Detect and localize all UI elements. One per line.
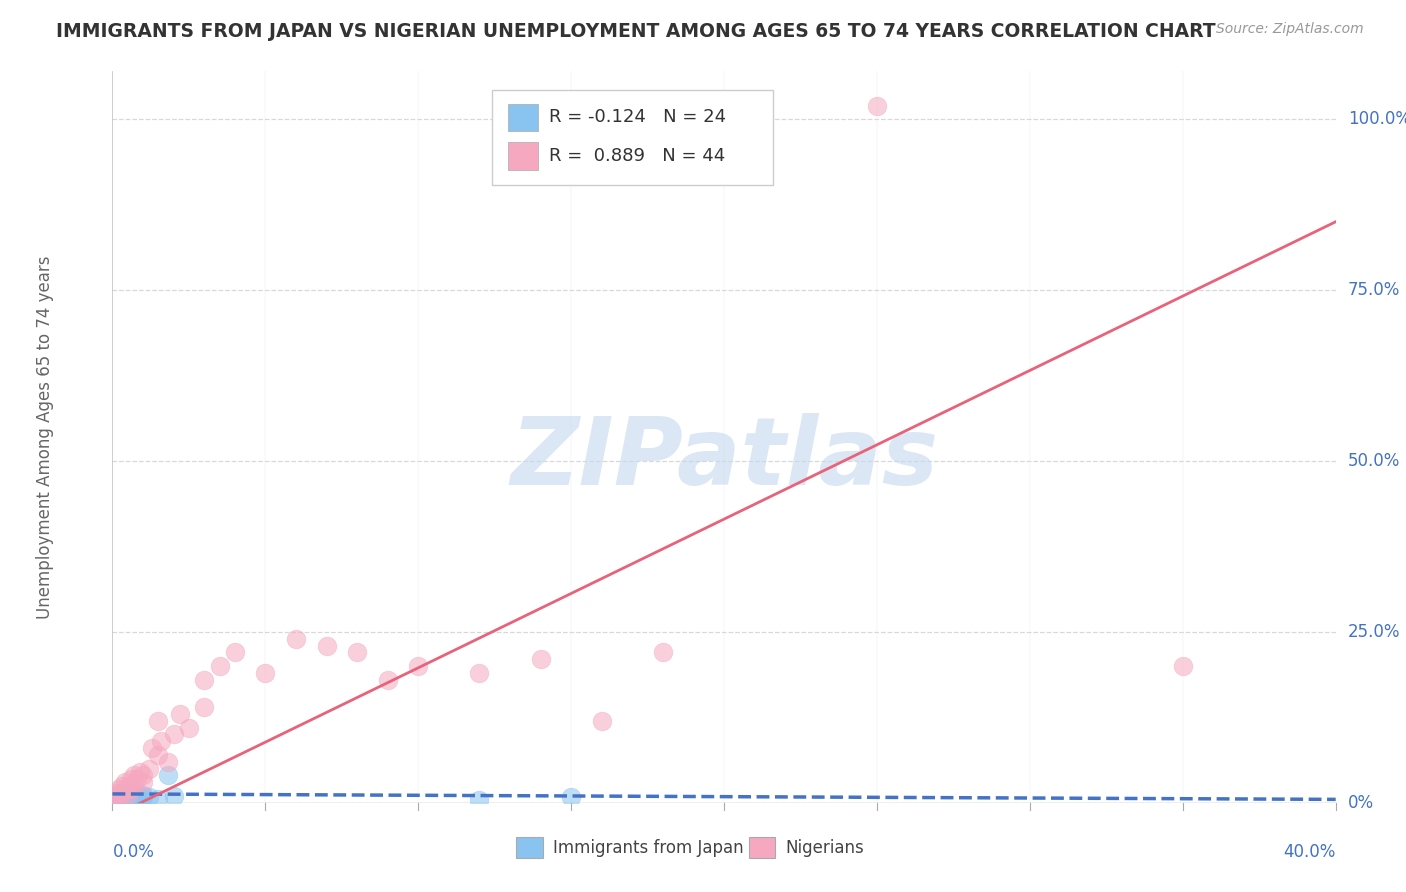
Point (141, 741, 163, 756)
Point (120, 772, 142, 786)
Point (104, 786, 127, 800)
Text: Immigrants from Japan: Immigrants from Japan (553, 839, 744, 857)
Point (156, 768, 179, 782)
Point (132, 788, 155, 802)
Point (138, 762, 160, 776)
Point (120, 790, 142, 805)
Point (468, 793, 491, 807)
Point (111, 789, 134, 804)
FancyBboxPatch shape (508, 103, 538, 131)
Point (120, 782, 142, 797)
Point (105, 789, 128, 803)
Text: 100.0%: 100.0% (1348, 111, 1406, 128)
Point (114, 775, 136, 789)
Point (111, 786, 134, 800)
Point (156, 755, 179, 769)
Point (346, 645, 368, 659)
Point (193, 673, 215, 687)
Point (163, 727, 186, 741)
Point (530, 652, 553, 666)
Point (107, 790, 129, 805)
Point (114, 783, 136, 797)
Text: IMMIGRANTS FROM JAPAN VS NIGERIAN UNEMPLOYMENT AMONG AGES 65 TO 74 YEARS CORRELA: IMMIGRANTS FROM JAPAN VS NIGERIAN UNEMPL… (56, 22, 1216, 41)
Point (129, 791, 152, 805)
FancyBboxPatch shape (492, 90, 773, 185)
Point (125, 789, 148, 803)
Point (284, 632, 308, 646)
Point (132, 789, 155, 804)
Point (377, 673, 399, 687)
Point (408, 659, 430, 673)
Point (591, 714, 613, 728)
Point (254, 665, 277, 680)
Point (103, 792, 125, 806)
Text: 25.0%: 25.0% (1348, 623, 1400, 641)
Point (148, 747, 170, 762)
Text: 0%: 0% (1348, 794, 1374, 812)
Point (169, 706, 191, 721)
Text: 0.0%: 0.0% (112, 843, 155, 861)
Point (468, 665, 491, 680)
Text: 75.0%: 75.0% (1348, 281, 1400, 299)
Point (125, 772, 148, 786)
Point (208, 659, 231, 673)
Text: Source: ZipAtlas.com: Source: ZipAtlas.com (1216, 22, 1364, 37)
Point (122, 777, 145, 791)
Point (107, 782, 129, 797)
Point (148, 714, 170, 728)
Point (150, 734, 173, 748)
FancyBboxPatch shape (516, 838, 543, 858)
FancyBboxPatch shape (508, 143, 538, 170)
Point (122, 792, 145, 806)
Point (104, 789, 127, 803)
Point (117, 779, 139, 793)
Point (117, 791, 139, 805)
Text: ZIPatlas: ZIPatlas (510, 413, 938, 505)
Point (114, 791, 136, 805)
Point (108, 788, 131, 802)
Point (117, 788, 139, 802)
Point (117, 788, 139, 802)
Text: R =  0.889   N = 44: R = 0.889 N = 44 (550, 147, 725, 165)
Point (114, 789, 136, 803)
Point (560, 790, 582, 805)
Point (652, 645, 675, 659)
Point (107, 791, 129, 805)
Point (138, 790, 160, 805)
Point (866, 98, 889, 112)
Point (122, 768, 145, 782)
Point (104, 790, 127, 805)
Point (111, 779, 134, 793)
Point (177, 721, 200, 735)
Point (129, 765, 152, 780)
Point (1171, 659, 1194, 673)
Text: R = -0.124   N = 24: R = -0.124 N = 24 (550, 109, 727, 127)
Point (125, 786, 148, 800)
Point (111, 786, 134, 800)
Point (132, 775, 155, 789)
Point (103, 792, 125, 806)
FancyBboxPatch shape (748, 838, 776, 858)
Point (163, 789, 186, 803)
Point (224, 645, 246, 659)
Text: 50.0%: 50.0% (1348, 452, 1400, 470)
Text: Unemployment Among Ages 65 to 74 years: Unemployment Among Ages 65 to 74 years (37, 255, 55, 619)
Point (315, 639, 337, 653)
Text: 40.0%: 40.0% (1284, 843, 1336, 861)
Point (193, 700, 215, 714)
Point (132, 768, 155, 782)
Text: Nigerians: Nigerians (786, 839, 865, 857)
Point (148, 791, 170, 805)
